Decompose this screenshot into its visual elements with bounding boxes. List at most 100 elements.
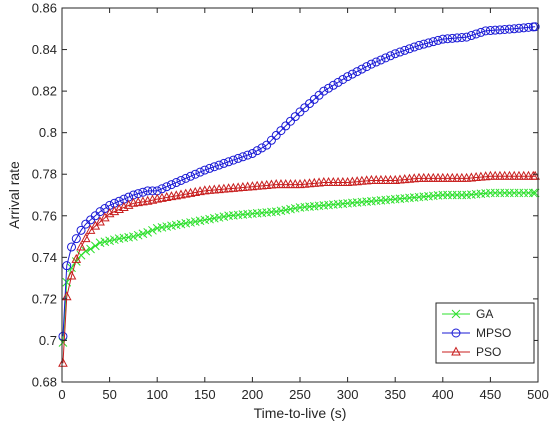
point-pso	[428, 172, 439, 182]
point-mpso	[438, 34, 448, 44]
point-mpso	[338, 74, 348, 84]
point-ga	[133, 230, 143, 240]
point-mpso	[171, 178, 181, 188]
point-mpso	[233, 153, 243, 163]
legend-entry-pso: PSO	[442, 345, 501, 359]
point-mpso	[519, 23, 529, 33]
point-mpso	[352, 67, 362, 77]
point-pso	[71, 253, 82, 263]
point-pso	[485, 170, 496, 180]
point-pso	[338, 176, 348, 187]
legend-marker-ga	[451, 309, 461, 319]
point-mpso	[319, 86, 329, 96]
point-mpso	[190, 169, 200, 179]
point-mpso	[419, 39, 429, 49]
point-pso	[371, 174, 381, 184]
point-pso	[76, 241, 86, 251]
point-mpso	[424, 38, 434, 48]
point-pso	[333, 176, 343, 187]
point-mpso	[166, 180, 176, 190]
point-mpso	[414, 40, 424, 50]
point-mpso	[205, 163, 215, 173]
point-mpso	[266, 135, 276, 145]
point-pso	[490, 170, 500, 180]
point-mpso	[471, 29, 481, 39]
point-mpso	[400, 45, 410, 55]
point-ga	[86, 244, 95, 254]
point-mpso	[523, 22, 533, 32]
point-mpso	[186, 171, 196, 181]
legend-label-mpso: MPSO	[476, 326, 511, 340]
point-ga	[143, 228, 153, 237]
point-mpso	[490, 25, 500, 35]
y-tick-label: 0.86	[32, 1, 57, 16]
x-tick-label: 500	[527, 387, 549, 402]
point-mpso	[67, 242, 77, 252]
point-pso	[499, 170, 510, 180]
point-pso	[58, 357, 68, 367]
point-pso	[433, 172, 443, 182]
legend-label-pso: PSO	[476, 345, 501, 359]
point-mpso	[381, 53, 391, 63]
point-mpso	[290, 112, 300, 122]
point-mpso	[328, 80, 338, 90]
point-mpso	[466, 31, 476, 41]
point-pso	[323, 176, 334, 187]
point-pso	[447, 172, 458, 182]
point-pso	[452, 172, 462, 182]
point-mpso	[347, 69, 357, 79]
point-mpso	[276, 126, 286, 136]
point-pso	[504, 170, 515, 180]
y-tick-label: 0.7	[39, 333, 57, 348]
point-ga	[90, 241, 100, 251]
point-pso	[518, 170, 529, 180]
y-axis-label: Arrival rate	[6, 161, 22, 229]
point-mpso	[262, 140, 272, 150]
point-pso	[271, 179, 282, 189]
y-tick-label: 0.72	[32, 291, 57, 306]
point-mpso	[95, 207, 105, 217]
point-pso	[509, 170, 520, 180]
series-line-mpso	[62, 26, 536, 337]
point-mpso	[247, 148, 257, 158]
point-mpso	[428, 37, 438, 47]
legend-entry-ga: GA	[442, 307, 493, 321]
point-pso	[276, 179, 286, 189]
point-pso	[442, 172, 453, 182]
x-axis-label: Time-to-live (s)	[254, 405, 347, 421]
point-mpso	[209, 162, 219, 172]
point-mpso	[385, 51, 395, 61]
point-pso	[380, 174, 391, 184]
point-mpso	[176, 175, 186, 185]
point-mpso	[62, 261, 72, 271]
point-mpso	[495, 25, 505, 35]
legend-label-ga: GA	[476, 307, 493, 321]
point-pso	[366, 174, 377, 184]
point-mpso	[138, 187, 148, 197]
point-pso	[418, 172, 429, 182]
series-pso	[58, 170, 540, 367]
x-tick-label: 200	[242, 387, 264, 402]
point-mpso	[485, 26, 495, 36]
point-pso	[290, 179, 301, 189]
legend-marker-mpso	[451, 328, 461, 338]
y-tick-label: 0.8	[39, 125, 57, 140]
y-tick-label: 0.68	[32, 375, 57, 390]
point-pso	[328, 176, 339, 187]
point-mpso	[509, 24, 519, 34]
point-mpso	[252, 146, 262, 156]
y-tick-label: 0.82	[32, 84, 57, 99]
x-tick-label: 50	[102, 387, 116, 402]
series-line-pso	[62, 175, 536, 364]
point-mpso	[324, 83, 334, 93]
point-mpso	[500, 24, 510, 34]
series-layer	[58, 22, 540, 367]
point-pso	[423, 172, 434, 182]
series-ga	[58, 188, 540, 347]
point-mpso	[257, 143, 267, 153]
x-tick-label: 300	[337, 387, 359, 402]
x-tick-label: 0	[58, 387, 65, 402]
point-ga	[81, 246, 91, 256]
point-mpso	[371, 57, 381, 67]
